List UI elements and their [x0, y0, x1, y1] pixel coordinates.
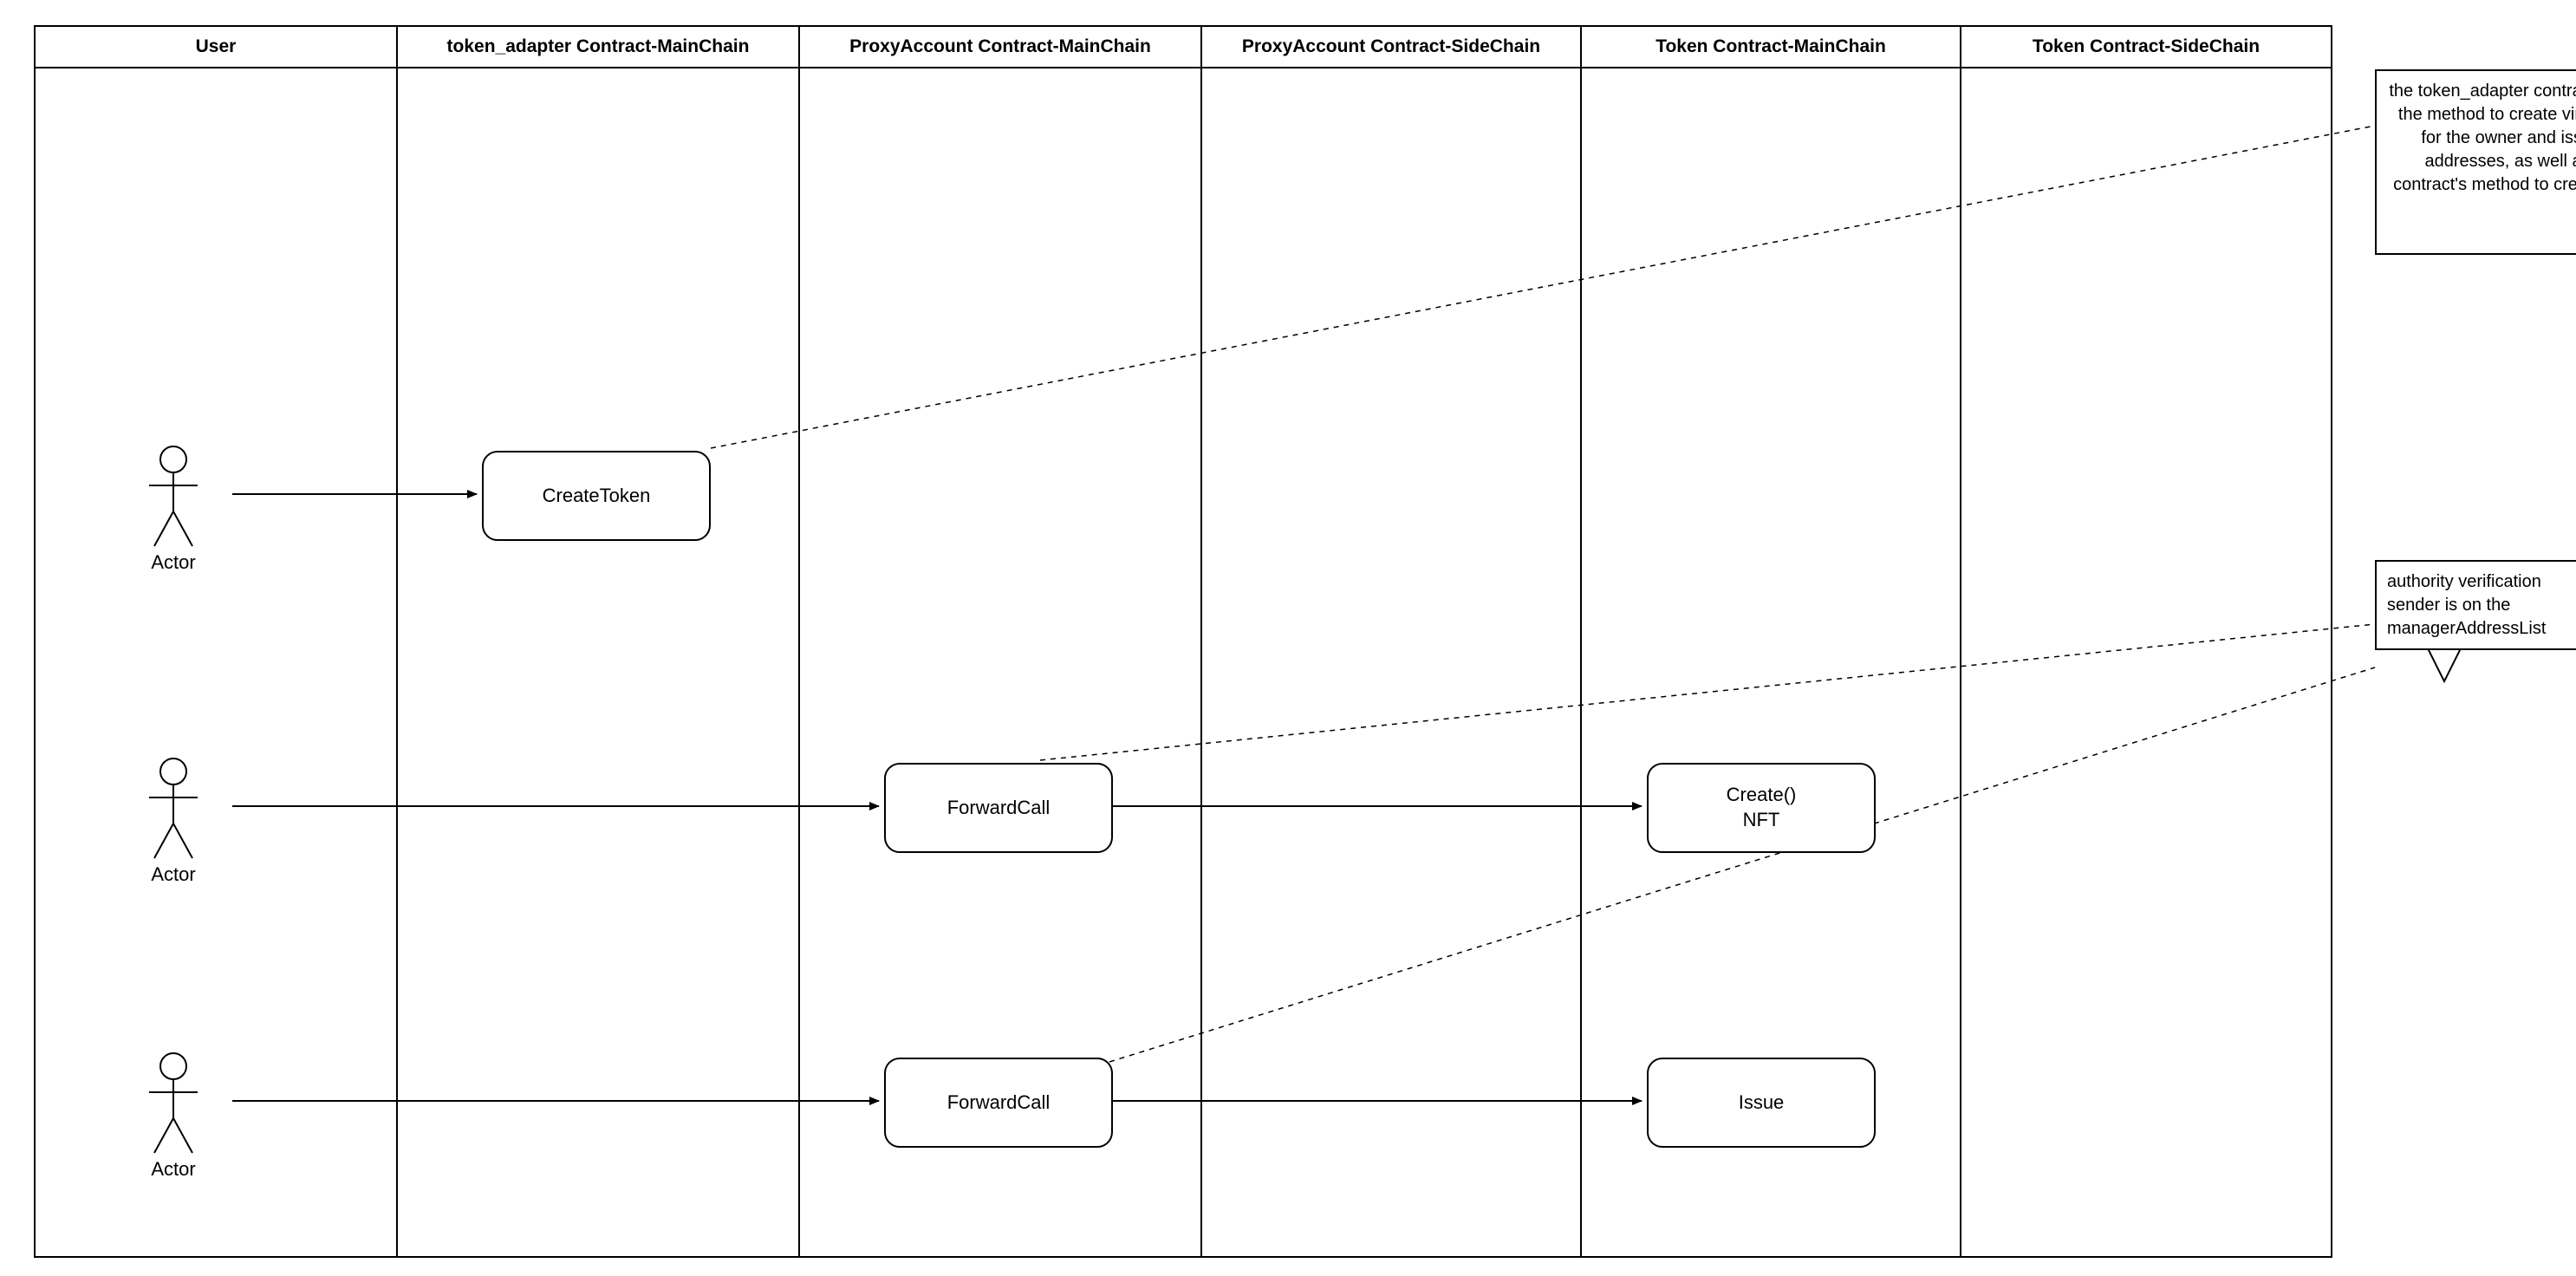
node-label: Issue [1739, 1090, 1785, 1116]
node-forward-call-1: ForwardCall [884, 763, 1113, 853]
lane-header-user: User [35, 28, 397, 57]
node-label: Create() [1727, 783, 1797, 808]
lane-header-token-main: Token Contract-MainChain [1581, 28, 1961, 57]
node-label: NFT [1743, 808, 1780, 833]
actor-label-3: Actor [147, 1158, 199, 1181]
lane-header-token-adapter: token_adapter Contract-MainChain [397, 28, 799, 57]
lane-header-proxyaccount-main: ProxyAccount Contract-MainChain [799, 28, 1201, 57]
callout-line: authority verification [2387, 572, 2541, 591]
node-issue: Issue [1647, 1058, 1876, 1148]
node-label: ForwardCall [947, 1090, 1051, 1116]
node-forward-call-2: ForwardCall [884, 1058, 1113, 1148]
svg-layer [17, 17, 2559, 1259]
actor-label-2: Actor [147, 863, 199, 886]
node-label: CreateToken [543, 484, 651, 509]
callout-line: managerAddressList [2387, 619, 2546, 638]
callout-line: sender is on the [2387, 596, 2510, 615]
node-label: ForwardCall [947, 796, 1051, 821]
lane-header-token-side: Token Contract-SideChain [1961, 28, 2332, 57]
callout-authority-verification: authority verification sender is on the … [2375, 560, 2576, 650]
node-create-nft: Create() NFT [1647, 763, 1876, 853]
lane-header-proxyaccount-side: ProxyAccount Contract-SideChain [1201, 28, 1581, 57]
diagram-root: User token_adapter Contract-MainChain Pr… [17, 17, 2559, 1259]
callout-token-adapter-desc: the token_adapter contract encapsulates … [2375, 69, 2576, 255]
node-create-token: CreateToken [482, 451, 711, 541]
actor-label-1: Actor [147, 551, 199, 574]
